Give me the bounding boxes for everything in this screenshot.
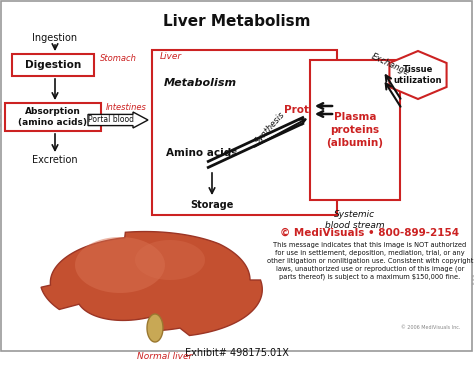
Polygon shape: [41, 231, 262, 336]
Text: Amino acids: Amino acids: [166, 148, 237, 158]
Text: Ingestion: Ingestion: [32, 33, 78, 43]
Text: Liver Metabolism: Liver Metabolism: [163, 14, 311, 29]
Text: Stomach: Stomach: [100, 54, 137, 63]
Text: SAMPLE: SAMPLE: [323, 198, 437, 222]
Text: Exchange: Exchange: [370, 52, 410, 78]
Text: Intestines: Intestines: [106, 103, 147, 112]
Text: Storage: Storage: [191, 200, 234, 210]
Text: This message indicates that this image is NOT authorized
for use in settlement, : This message indicates that this image i…: [267, 242, 473, 280]
Text: Exhibit# 498175.01X: Exhibit# 498175.01X: [185, 348, 289, 358]
FancyBboxPatch shape: [310, 60, 400, 200]
Text: © 2006 MediVisuals Inc.: © 2006 MediVisuals Inc.: [401, 325, 460, 330]
Text: SAMPLE: SAMPLE: [17, 14, 143, 42]
Polygon shape: [88, 112, 148, 128]
Polygon shape: [147, 314, 163, 342]
Text: Portal blood: Portal blood: [88, 116, 134, 124]
Text: MediVisuals: MediVisuals: [219, 91, 351, 110]
Polygon shape: [135, 240, 205, 280]
Text: Systemic
blood stream: Systemic blood stream: [325, 210, 385, 230]
Text: SAMPLE: SAMPLE: [0, 108, 107, 132]
Polygon shape: [75, 237, 165, 293]
FancyBboxPatch shape: [152, 50, 337, 215]
Text: Copyright: Copyright: [248, 12, 372, 32]
Text: Absorption
(amino acids): Absorption (amino acids): [18, 107, 88, 127]
Polygon shape: [390, 51, 447, 99]
FancyBboxPatch shape: [5, 103, 101, 131]
FancyBboxPatch shape: [12, 54, 94, 76]
FancyBboxPatch shape: [1, 1, 472, 351]
Text: Liver: Liver: [160, 52, 182, 61]
Text: MediVisuals: MediVisuals: [355, 13, 474, 32]
Text: Tissue
utilization: Tissue utilization: [394, 65, 442, 85]
Text: Metabolism: Metabolism: [164, 78, 237, 88]
Text: Normal liver: Normal liver: [137, 352, 192, 361]
Text: Copyright MediVisuals: Copyright MediVisuals: [127, 305, 373, 325]
Text: SAMPLE - Copy: SAMPLE - Copy: [81, 170, 269, 190]
Text: Plasma
proteins
(albumin): Plasma proteins (albumin): [327, 112, 383, 148]
Text: Digestion: Digestion: [25, 60, 81, 70]
Text: Excretion: Excretion: [32, 155, 78, 165]
Text: MediVisuals: MediVisuals: [9, 236, 141, 255]
Text: © MediVisuals • 800-899-2154: © MediVisuals • 800-899-2154: [281, 228, 460, 238]
Text: MediVis: MediVis: [401, 271, 474, 289]
Text: Synthesis: Synthesis: [253, 110, 287, 146]
Text: Proteins: Proteins: [284, 105, 333, 115]
